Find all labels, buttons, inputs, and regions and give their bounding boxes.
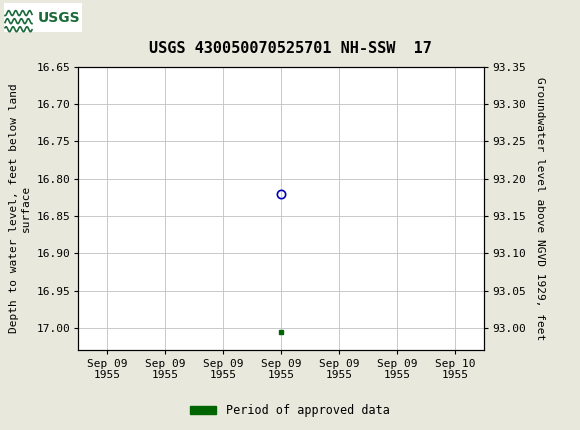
Y-axis label: Groundwater level above NGVD 1929, feet: Groundwater level above NGVD 1929, feet xyxy=(535,77,545,340)
Legend: Period of approved data: Period of approved data xyxy=(186,399,394,422)
Text: USGS 430050070525701 NH-SSW  17: USGS 430050070525701 NH-SSW 17 xyxy=(148,41,432,56)
Text: USGS: USGS xyxy=(38,11,81,25)
Y-axis label: Depth to water level, feet below land
surface: Depth to water level, feet below land su… xyxy=(9,84,31,333)
Bar xyxy=(4,3,82,32)
